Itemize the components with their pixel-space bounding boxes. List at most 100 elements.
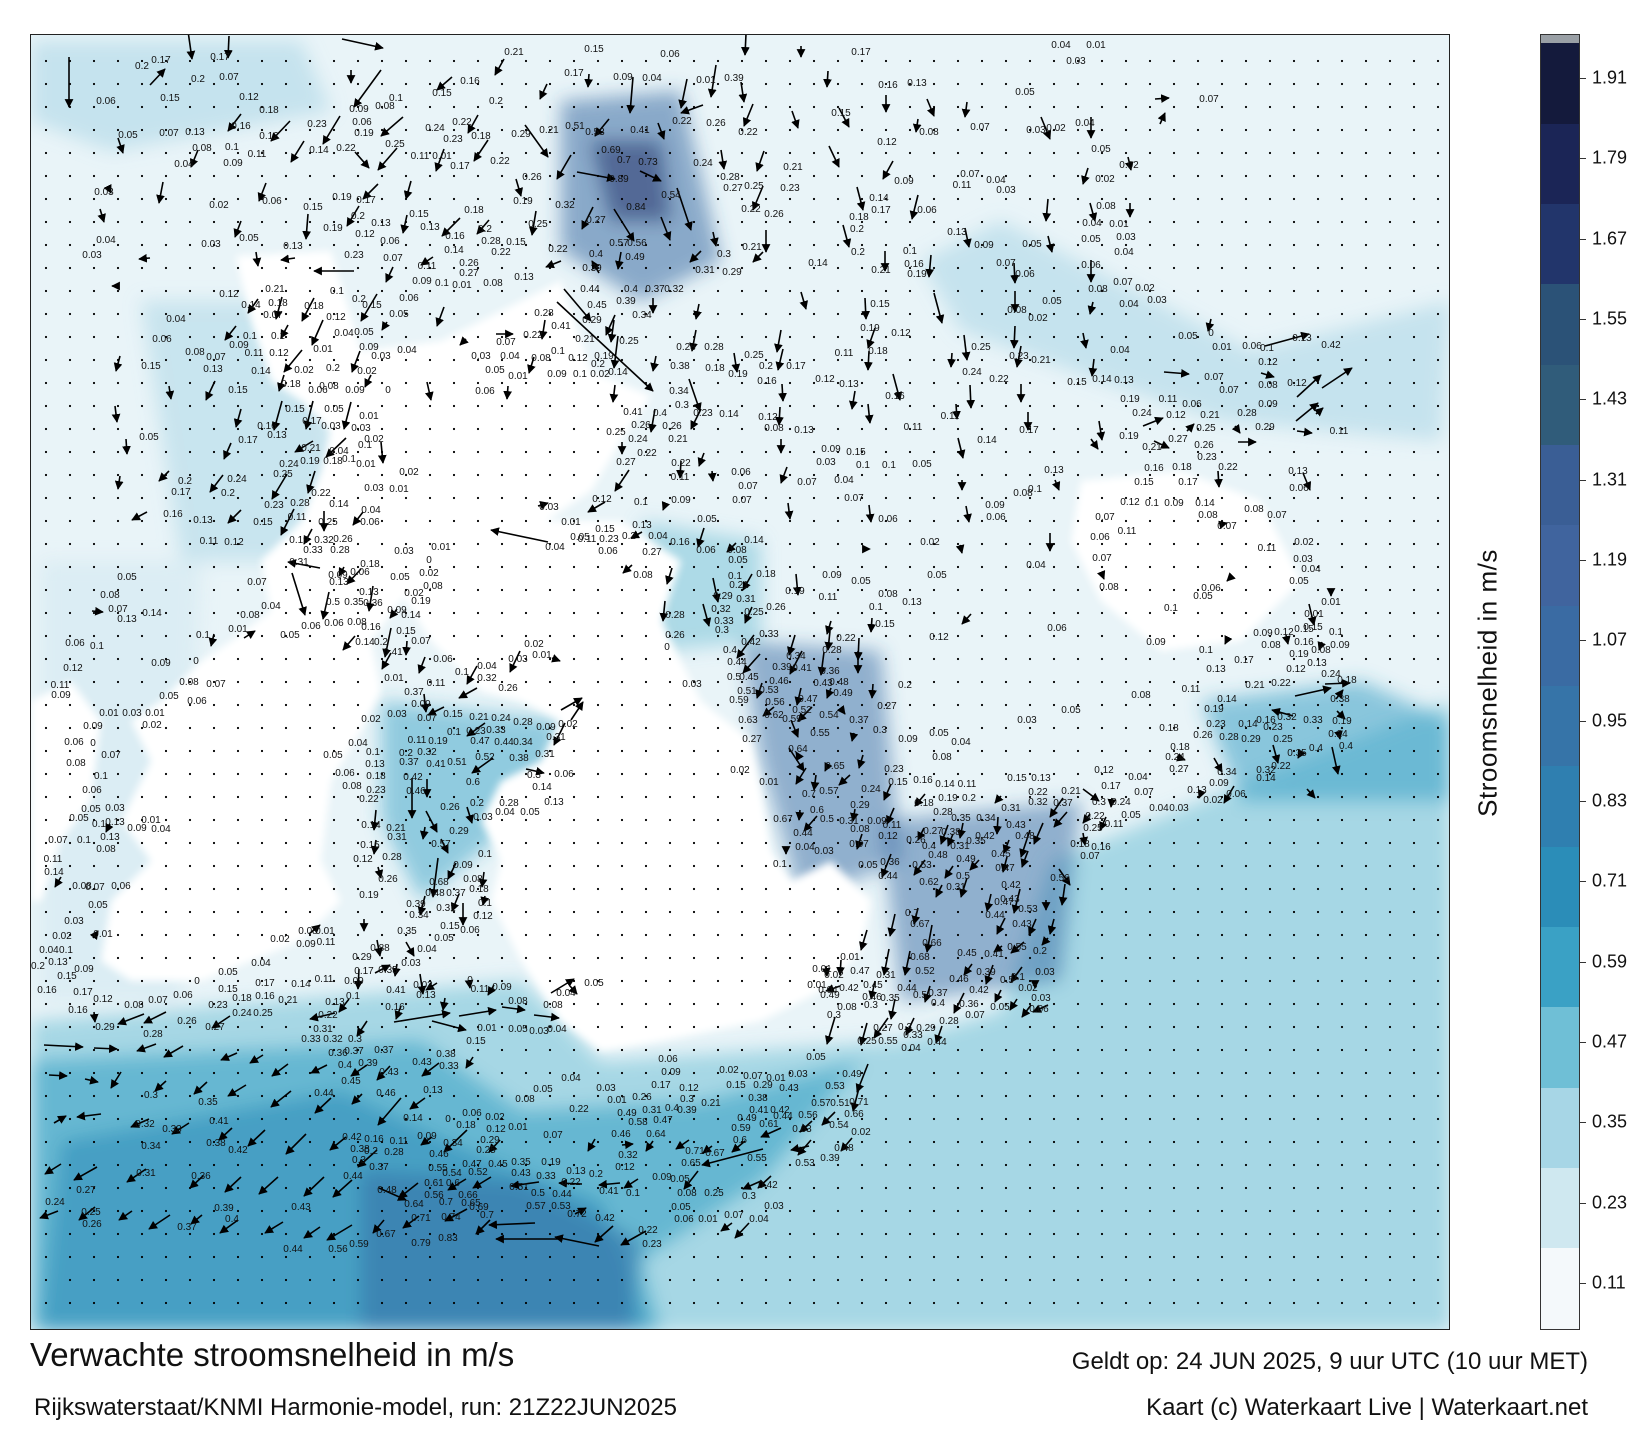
speed-value-label: 0.23 <box>1206 719 1226 730</box>
speed-value-label: 0.15 <box>846 447 866 458</box>
grid-dot <box>68 473 72 477</box>
speed-value-label: 0.25 <box>606 427 626 438</box>
speed-value-label: 0.19 <box>1332 716 1352 727</box>
grid-dot <box>500 220 504 224</box>
current-arrow <box>825 620 834 635</box>
grid-dot <box>1292 1232 1296 1236</box>
current-arrow <box>882 160 894 180</box>
grid-dot <box>476 1186 480 1190</box>
grid-dot <box>812 749 816 753</box>
grid-dot <box>140 289 144 293</box>
grid-dot <box>812 473 816 477</box>
grid-dot <box>1316 220 1320 224</box>
current-arrow <box>1324 678 1351 688</box>
speed-value-label: 0.12 <box>355 229 375 240</box>
speed-value-label: 0.09 <box>894 176 914 187</box>
speed-value-label: 0.05 <box>851 576 871 587</box>
grid-dot <box>1220 1255 1224 1259</box>
grid-dot <box>836 772 840 776</box>
grid-dot <box>1100 910 1104 914</box>
grid-dot <box>764 841 768 845</box>
grid-dot <box>572 519 576 523</box>
colorbar-tick-label: 1.31 <box>1592 469 1628 490</box>
current-arrow <box>678 78 688 109</box>
grid-dot <box>1100 197 1104 201</box>
grid-dot <box>1100 634 1104 638</box>
current-arrow <box>149 68 166 86</box>
speed-value-label: 0.02 <box>270 934 290 945</box>
speed-value-label: 0.08 <box>508 996 528 1007</box>
grid-dot <box>884 910 888 914</box>
grid-dot <box>932 956 936 960</box>
grid-dot <box>1172 1025 1176 1029</box>
map-panel[interactable]: 0.17 0.17 0.2 0.2 0.07 0.21 0.15 0.06 0.17 0.04 0.… <box>30 34 1450 1330</box>
grid-dot <box>1076 128 1080 132</box>
grid-dot <box>1268 680 1272 684</box>
grid-dot <box>1292 772 1296 776</box>
speed-value-label: 0.04 <box>495 807 515 818</box>
current-arrow <box>490 527 549 543</box>
grid-dot <box>644 818 648 822</box>
grid-dot <box>1364 910 1368 914</box>
speed-value-label: 0.14 <box>291 979 311 990</box>
speed-value-label: 0.59 <box>729 695 749 706</box>
speed-value-label: 0.22 <box>637 448 657 459</box>
grid-dot <box>956 151 960 155</box>
grid-dot <box>1028 1048 1032 1052</box>
grid-dot <box>1388 1048 1392 1052</box>
speed-value-label: 0.06 <box>658 1054 678 1065</box>
speed-value-label: 0.36 <box>820 666 840 677</box>
speed-value-label: 0.52 <box>475 752 495 763</box>
grid-dot <box>836 427 840 431</box>
speed-value-label: 0.23 <box>599 534 619 545</box>
grid-dot <box>932 289 936 293</box>
speed-value-label: 0.1 <box>478 898 492 909</box>
valid-time: Geldt op: 24 JUN 2025, 9 uur UTC (10 uur… <box>1071 1348 1588 1375</box>
grid-dot <box>1076 59 1080 63</box>
speed-value-label: 0.26 <box>766 602 786 613</box>
grid-dot <box>236 726 240 730</box>
grid-dot <box>644 910 648 914</box>
grid-dot <box>836 1048 840 1052</box>
grid-dot <box>860 427 864 431</box>
speed-value-label: 0.57 <box>819 786 839 797</box>
grid-dot <box>236 1278 240 1282</box>
grid-dot <box>260 565 264 569</box>
grid-dot <box>572 588 576 592</box>
grid-dot <box>860 772 864 776</box>
speed-value-label: 0.5 <box>531 1188 545 1199</box>
grid-dot <box>476 1255 480 1259</box>
grid-dot <box>1388 657 1392 661</box>
grid-dot <box>812 381 816 385</box>
grid-dot <box>332 588 336 592</box>
speed-value-label: 0.25 <box>1083 823 1103 834</box>
grid-dot <box>500 473 504 477</box>
grid-dot <box>596 312 600 316</box>
grid-dot <box>332 703 336 707</box>
speed-value-label: 0.44 <box>727 657 747 668</box>
grid-dot <box>44 519 48 523</box>
grid-dot <box>500 1163 504 1167</box>
grid-dot <box>1340 565 1344 569</box>
current-arrow <box>740 35 750 56</box>
speed-value-label: 0.17 <box>302 416 322 427</box>
speed-value-label: 0.05 <box>118 130 138 141</box>
grid-dot <box>1340 657 1344 661</box>
grid-dot <box>668 59 672 63</box>
current-arrow <box>762 706 775 717</box>
speed-value-label: 0.2 <box>850 224 864 235</box>
grid-dot <box>1292 1186 1296 1190</box>
grid-dot <box>236 1186 240 1190</box>
grid-dot <box>188 1002 192 1006</box>
speed-value-label: 0.46 <box>429 1149 449 1160</box>
grid-dot <box>428 496 432 500</box>
grid-dot <box>68 220 72 224</box>
grid-dot <box>908 772 912 776</box>
grid-dot <box>92 979 96 983</box>
speed-value-label: 0.26 <box>440 802 460 813</box>
grid-dot <box>524 588 528 592</box>
grid-dot <box>980 473 984 477</box>
grid-dot <box>92 772 96 776</box>
grid-dot <box>716 680 720 684</box>
speed-value-label: 0.14 <box>1092 374 1112 385</box>
